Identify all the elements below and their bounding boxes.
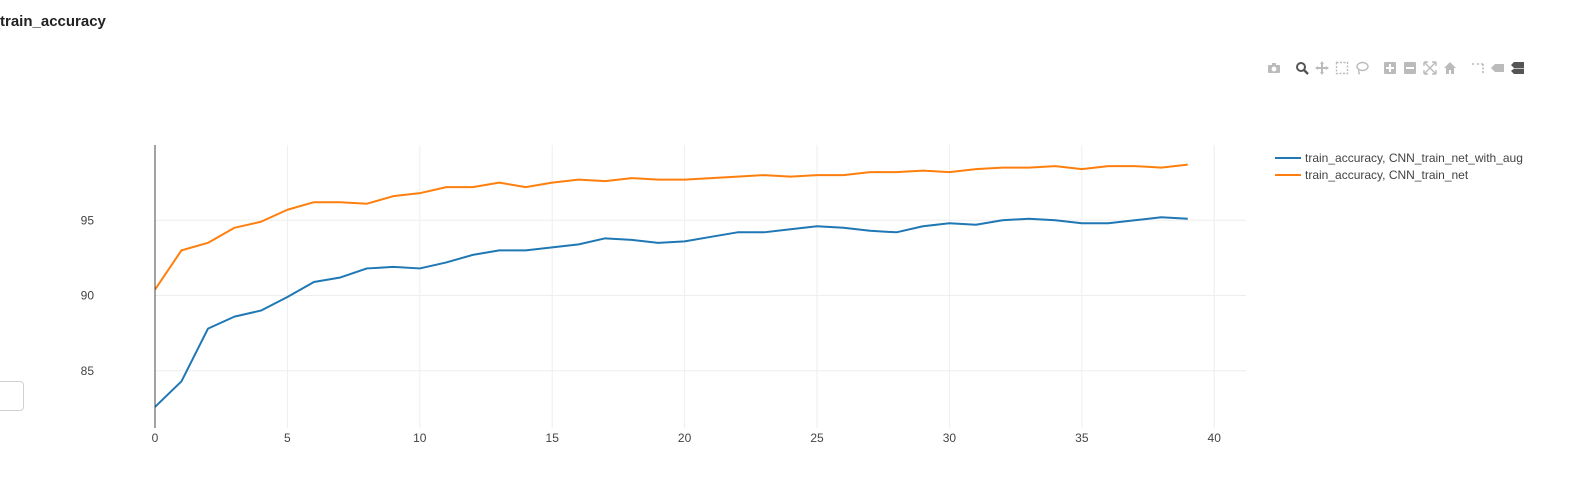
- series-layer: [154, 163, 1188, 408]
- chart-title: train_accuracy: [0, 13, 106, 30]
- modebar: [1264, 58, 1544, 78]
- tick-labels: 0 5 10 15 20 25 30 35 40 85 90 95: [81, 213, 1222, 445]
- series-line-1[interactable]: [154, 216, 1188, 408]
- legend-item[interactable]: train_accuracy, CNN_train_net: [1275, 168, 1469, 182]
- pan-icon[interactable]: [1312, 58, 1332, 78]
- box-select-icon[interactable]: [1332, 58, 1352, 78]
- legend[interactable]: train_accuracy, CNN_train_net_with_augtr…: [1275, 151, 1523, 182]
- hover-compare-icon[interactable]: [1508, 58, 1528, 78]
- camera-icon[interactable]: [1264, 58, 1284, 78]
- lasso-icon[interactable]: [1352, 58, 1372, 78]
- x-tick-label: 40: [1208, 431, 1222, 445]
- spike-lines-icon[interactable]: [1468, 58, 1488, 78]
- side-input-box[interactable]: [0, 381, 24, 411]
- series-line-2[interactable]: [154, 163, 1188, 291]
- zoom-in-icon[interactable]: [1380, 58, 1400, 78]
- grid-lines: [155, 145, 1246, 428]
- x-tick-label: 0: [152, 431, 159, 445]
- x-tick-label: 5: [284, 431, 291, 445]
- autoscale-icon[interactable]: [1420, 58, 1440, 78]
- reset-axes-icon[interactable]: [1440, 58, 1460, 78]
- legend-item[interactable]: train_accuracy, CNN_train_net_with_aug: [1275, 151, 1523, 165]
- x-tick-label: 30: [943, 431, 957, 445]
- zoom-icon[interactable]: [1292, 58, 1312, 78]
- y-tick-label: 90: [81, 289, 95, 303]
- x-tick-label: 35: [1075, 431, 1089, 445]
- zoom-out-icon[interactable]: [1400, 58, 1420, 78]
- x-tick-label: 20: [678, 431, 692, 445]
- x-tick-label: 10: [413, 431, 427, 445]
- legend-label: train_accuracy, CNN_train_net_with_aug: [1305, 151, 1523, 165]
- x-tick-label: 25: [810, 431, 824, 445]
- hover-closest-icon[interactable]: [1488, 58, 1508, 78]
- x-tick-label: 15: [546, 431, 560, 445]
- legend-label: train_accuracy, CNN_train_net: [1305, 168, 1469, 182]
- y-tick-label: 95: [81, 213, 95, 227]
- y-tick-label: 85: [81, 364, 95, 378]
